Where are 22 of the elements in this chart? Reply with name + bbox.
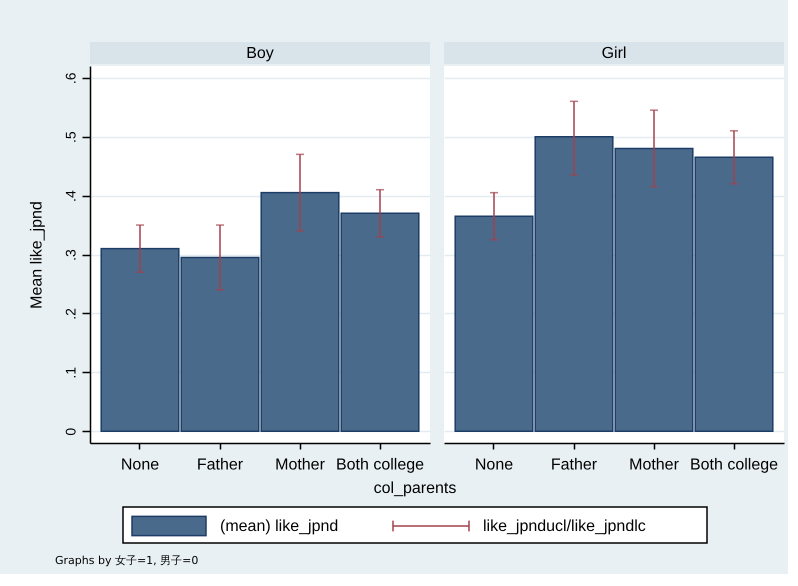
x-tick-label: Father <box>550 456 598 474</box>
y-tick-label: .2 <box>62 308 78 320</box>
y-tick-label: 0 <box>62 428 78 436</box>
x-axis-title: col_parents <box>374 480 456 497</box>
x-tick-label: Mother <box>629 456 680 474</box>
chart-title: Girl <box>602 45 626 62</box>
y-tick-label: .5 <box>62 131 78 144</box>
x-tick-label: Both college <box>690 456 778 474</box>
x-tick-label: None <box>120 456 160 474</box>
text: like_jpnducl/like_jpndlc <box>483 518 646 535</box>
y-tick-label: .4 <box>62 190 78 202</box>
x-tick-label: Both college <box>336 456 424 474</box>
y-tick-label: .3 <box>62 248 78 261</box>
x-tick-label: None <box>474 456 514 474</box>
y-tick-label: .1 <box>62 366 78 379</box>
text: Graphs by 女子=1, 男子=0 <box>55 554 198 567</box>
x-tick-label: Mother <box>275 456 326 474</box>
y-tick-label: .6 <box>62 72 78 84</box>
legend-label: (mean) like_jpnd <box>220 518 338 535</box>
chart-title: Boy <box>246 45 274 62</box>
y-axis-title: Mean like_jpnd <box>28 201 46 309</box>
x-tick-label: Father <box>196 456 244 474</box>
